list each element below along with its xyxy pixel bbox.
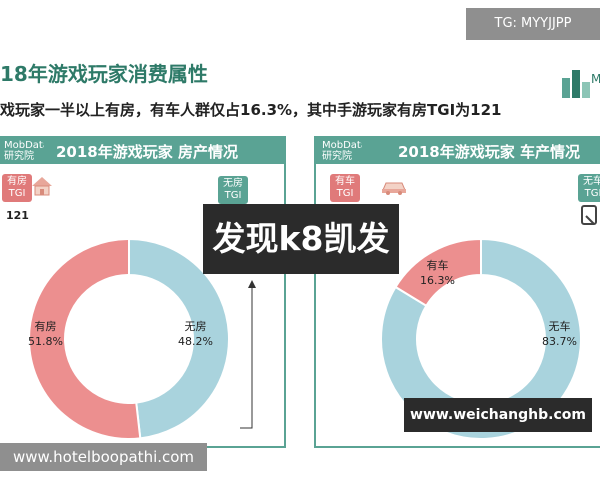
has-car-tgi-tag: 有车TGI [330, 174, 360, 202]
no-car-pct: 83.7% [542, 335, 577, 348]
no-house-tgi-tag: 无房TGI [218, 176, 248, 204]
donut-slice-无车 [380, 237, 582, 440]
has-car-pct: 16.3% [420, 274, 455, 287]
housing-panel-header: MobData研究院 2018年游戏玩家 房产情况 [0, 138, 284, 164]
donut-slice-有车 [394, 237, 482, 308]
housing-panel: MobData研究院 2018年游戏玩家 房产情况 有房TGI 121 无房TG… [0, 136, 286, 448]
has-car-label: 有车 16.3% [420, 258, 455, 288]
no-house-pct: 48.2% [178, 335, 213, 348]
has-house-tgi-tag: 有房TGI [2, 174, 32, 202]
car-panel: MobData研究院 2018年游戏玩家 车产情况 有车TGI 107 无车TG… [314, 136, 600, 448]
donut-slice-无房 [128, 237, 230, 440]
car-donut-chart [380, 237, 582, 440]
has-house-pct: 51.8% [28, 335, 63, 348]
housing-panel-title: 2018年游戏玩家 房产情况 [56, 143, 238, 161]
tablet-icon [581, 205, 597, 225]
car-panel-header: MobData研究院 2018年游戏玩家 车产情况 [316, 138, 600, 164]
car-brand: MobData研究院 [322, 140, 362, 162]
no-house-name: 无房 [184, 320, 207, 333]
house-icon [32, 177, 52, 196]
connector-arrow-icon [240, 280, 256, 429]
mobdata-logo-icon [562, 70, 590, 98]
car-icon [382, 182, 406, 195]
center-watermark: 发现k8凯发 [203, 204, 399, 274]
no-car-tgi-tag: 无车TGI [578, 174, 600, 202]
housing-brand: MobData研究院 [4, 140, 44, 162]
page-title: 18年游戏玩家消费属性 [0, 62, 208, 86]
url-watermark: www.weichanghb.com [404, 398, 592, 432]
bottom-url-watermark: www.hotelboopathi.com [0, 443, 207, 471]
car-panel-title: 2018年游戏玩家 车产情况 [398, 143, 580, 161]
has-house-label: 有房 51.8% [28, 319, 63, 349]
has-house-name: 有房 [34, 320, 57, 333]
page-subtitle: 戏玩家一半以上有房，有车人群仅占16.3%，其中手游玩家有房TGI为121 [0, 101, 502, 119]
has-house-tgi-value: 121 [6, 209, 29, 222]
has-car-name: 有车 [426, 259, 449, 272]
donut-slice-有房 [28, 237, 142, 440]
no-car-name: 无车 [548, 320, 571, 333]
logo-text: M [591, 72, 600, 86]
housing-donut-chart [28, 237, 230, 440]
no-house-label: 无房 48.2% [178, 319, 213, 349]
no-car-label: 无车 83.7% [542, 319, 577, 349]
telegram-watermark: TG: MYYJJPP [466, 8, 600, 40]
